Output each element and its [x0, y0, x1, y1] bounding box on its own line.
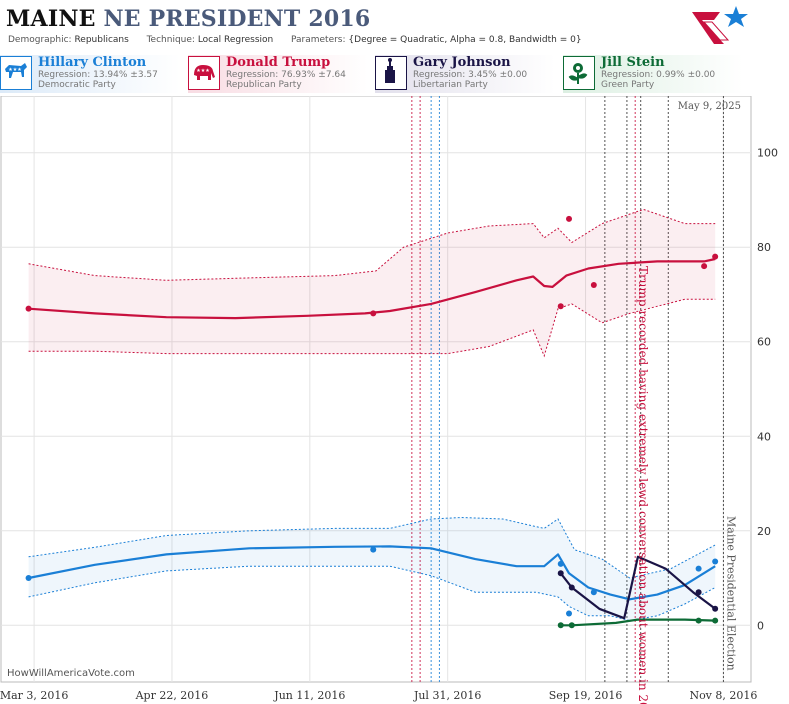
title-rest: NE PRESIDENT 2016 — [103, 6, 371, 32]
confidence-band — [28, 517, 716, 621]
y-tick-label: 20 — [757, 525, 771, 538]
candidate-party: Republican Party — [226, 80, 302, 90]
parameters-label: Parameters: — [290, 35, 346, 45]
data-point — [566, 215, 573, 222]
data-point — [695, 617, 702, 624]
liberty-icon — [375, 56, 407, 90]
data-point — [712, 558, 719, 565]
data-point — [370, 546, 377, 553]
candidate-name: Gary Johnson — [413, 55, 511, 70]
candidate-legend: ★★★ Hillary Clinton Regression: 13.94% ±… — [0, 55, 789, 93]
candidate-card-clinton[interactable]: ★★★ Hillary Clinton Regression: 13.94% ±… — [0, 55, 180, 93]
data-point — [695, 589, 702, 596]
candidate-regression: Regression: 13.94% ±3.57 — [38, 70, 158, 80]
technique-label: Technique: — [146, 35, 195, 45]
series-line — [28, 257, 716, 320]
date-stamp: May 9, 2025 — [677, 101, 741, 112]
data-point — [557, 560, 564, 567]
band-lower-line — [28, 565, 716, 622]
candidate-party: Libertarian Party — [413, 80, 488, 90]
demographic-label: Demographic: — [8, 35, 72, 45]
x-tick-label: Jul 31, 2016 — [413, 689, 482, 702]
page-title: MAINE NE PRESIDENT 2016 — [6, 6, 370, 32]
parameters-value: {Degree = Quadratic, Alpha = 0.8, Bandwi… — [348, 35, 582, 45]
poll-chart: 0 20 40 60 80 100 Mar 3, 2016 Apr 22, 2016 Jun 1… — [0, 96, 778, 704]
demographic-value: Republicans — [74, 35, 129, 45]
y-tick-label: 100 — [757, 147, 778, 160]
data-point — [590, 282, 597, 289]
annotation-text: Maine Presidential Election — [724, 516, 737, 671]
data-point — [712, 605, 719, 612]
data-point — [712, 253, 719, 260]
candidate-card-johnson[interactable]: Gary Johnson Regression: 3.45% ±0.00 Lib… — [375, 55, 555, 93]
x-tick-label: Sep 19, 2016 — [549, 689, 623, 702]
band-lower-line — [28, 298, 716, 358]
band-upper-line — [28, 208, 716, 281]
data-point — [568, 622, 575, 629]
candidate-card-trump[interactable]: ★★★ Donald Trump Regression: 76.93% ±7.6… — [188, 55, 368, 93]
candidate-name: Hillary Clinton — [38, 55, 147, 70]
candidate-regression: Regression: 0.99% ±0.00 — [601, 70, 716, 80]
data-point — [557, 303, 564, 310]
band-upper-line — [28, 516, 716, 579]
title-state: MAINE — [6, 6, 96, 32]
data-point — [701, 263, 708, 270]
annotation-text: Trump recorded having extremely lewd con… — [636, 266, 650, 704]
x-tick-label: Apr 22, 2016 — [135, 689, 209, 702]
site-logo-icon — [692, 6, 748, 44]
data-point — [557, 622, 564, 629]
plot-frame — [0, 96, 752, 683]
y-tick-label: 60 — [757, 336, 771, 349]
x-tick-label: Mar 3, 2016 — [0, 689, 68, 702]
x-tick-label: Nov 8, 2016 — [689, 689, 757, 702]
data-point — [712, 617, 719, 624]
candidate-regression: Regression: 76.93% ±7.64 — [226, 70, 346, 80]
data-point — [566, 610, 573, 617]
technique-value: Local Regression — [197, 35, 274, 45]
y-tick-label: 40 — [757, 430, 771, 443]
candidate-regression: Regression: 3.45% ±0.00 — [413, 70, 528, 80]
candidate-name: Jill Stein — [601, 55, 665, 70]
candidate-name: Donald Trump — [226, 55, 331, 70]
confidence-band — [28, 209, 716, 356]
donkey-icon: ★★★ — [0, 56, 32, 90]
parameters-line: Demographic: Republicans Technique: Loca… — [8, 35, 582, 45]
data-point — [25, 305, 32, 312]
watermark: HowWillAmericaVote.com — [7, 668, 135, 679]
svg-text:★★★: ★★★ — [196, 68, 210, 74]
series-line — [28, 545, 716, 601]
data-point — [590, 589, 597, 596]
candidate-card-stein[interactable]: Jill Stein Regression: 0.99% ±0.00 Green… — [563, 55, 743, 93]
flower-icon — [563, 56, 595, 90]
candidate-party: Democratic Party — [38, 80, 116, 90]
series-line — [559, 555, 716, 620]
y-tick-label: 0 — [757, 619, 764, 632]
data-point — [370, 310, 377, 317]
data-point — [568, 584, 575, 591]
data-point — [695, 565, 702, 572]
elephant-icon: ★★★ — [188, 56, 220, 90]
x-tick-label: Jun 11, 2016 — [273, 689, 345, 702]
svg-text:★★★: ★★★ — [8, 67, 22, 73]
candidate-party: Green Party — [601, 80, 655, 90]
data-point — [25, 575, 32, 582]
data-point — [557, 570, 564, 577]
y-tick-label: 80 — [757, 241, 771, 254]
